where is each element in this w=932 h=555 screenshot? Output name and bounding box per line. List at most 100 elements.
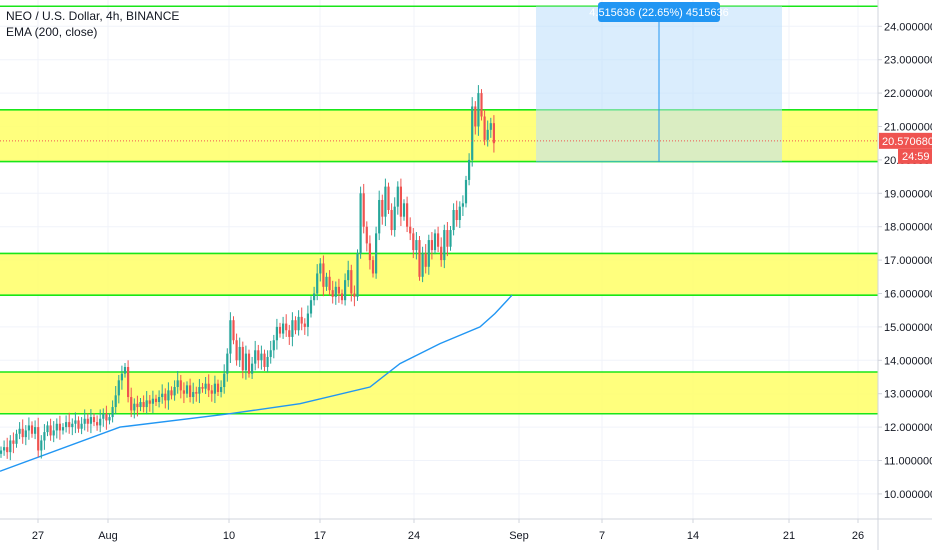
candle — [437, 226, 440, 253]
y-tick-label: 22.000000 — [884, 88, 932, 100]
candle — [96, 415, 99, 431]
candle — [49, 418, 52, 441]
candle — [86, 413, 89, 432]
candle — [130, 387, 133, 418]
candle-body — [412, 233, 415, 251]
candle-body — [440, 246, 443, 261]
candle-body — [46, 425, 49, 433]
candle-body — [238, 346, 241, 361]
candle-body — [468, 159, 471, 180]
candle — [313, 286, 316, 306]
candle-body — [464, 179, 468, 204]
candle — [9, 435, 12, 461]
candle — [161, 384, 164, 404]
x-tick-label: 14 — [687, 530, 699, 542]
candle — [381, 194, 384, 225]
candle-body — [418, 240, 421, 277]
candle-body — [406, 203, 409, 227]
candle-body — [213, 383, 216, 394]
measure-label-background — [598, 2, 720, 22]
candle-body — [52, 430, 55, 436]
candle-body — [164, 393, 167, 401]
candle — [306, 305, 309, 337]
candle — [185, 381, 189, 398]
candle — [452, 203, 455, 236]
candle — [142, 395, 145, 413]
y-tick-label: 18.000000 — [884, 222, 932, 234]
candle-body — [220, 387, 223, 393]
candle-body — [27, 425, 30, 431]
candle-body — [167, 390, 170, 401]
candle — [384, 178, 387, 227]
candle-body — [300, 316, 303, 324]
candle-body — [384, 186, 387, 217]
candle-body — [96, 422, 99, 426]
candle-body — [266, 356, 269, 367]
x-axis-panel — [0, 519, 932, 550]
y-tick-label: 24.000000 — [884, 21, 932, 33]
x-tick-label: Sep — [509, 530, 529, 542]
candle-body — [378, 199, 381, 234]
candle — [449, 226, 452, 251]
candle — [471, 97, 474, 167]
candle-body — [80, 423, 83, 429]
candle — [229, 312, 232, 363]
candle-body — [0, 450, 3, 454]
candle — [430, 232, 433, 260]
candle-body — [251, 363, 254, 374]
candle — [424, 244, 427, 274]
candle-body — [158, 397, 161, 403]
candle — [319, 258, 322, 282]
candle-body — [371, 260, 375, 274]
candle-body — [173, 387, 176, 396]
candle — [43, 424, 46, 450]
candle-body — [319, 263, 322, 274]
candle — [164, 388, 167, 409]
candle-body — [430, 240, 433, 251]
candles — [0, 85, 495, 461]
candle — [145, 391, 148, 414]
candle-body — [204, 383, 207, 389]
candle — [151, 390, 154, 414]
candle-body — [185, 385, 189, 394]
candle — [375, 226, 378, 279]
candle — [102, 408, 105, 427]
candle — [325, 272, 328, 291]
candle — [399, 178, 402, 227]
candle — [238, 337, 241, 367]
candle-body — [390, 210, 393, 231]
horizontal-zones — [0, 5, 878, 415]
candle-body — [362, 193, 365, 227]
x-tick-label: 26 — [852, 530, 864, 542]
candle — [232, 316, 235, 345]
candle-body — [229, 320, 232, 354]
candle — [461, 195, 464, 217]
candle — [418, 236, 421, 281]
candle — [480, 89, 483, 121]
x-tick-label: 17 — [314, 530, 326, 542]
candle — [77, 416, 80, 433]
candle — [446, 222, 449, 257]
candle-body — [9, 440, 12, 453]
candle — [303, 318, 306, 335]
candle — [365, 221, 368, 252]
x-tick-label: 24 — [408, 530, 420, 542]
indicator-label: EMA (200, close) — [6, 25, 98, 39]
candle-body — [375, 233, 378, 274]
candle — [226, 348, 229, 382]
countdown-label: 24:59 — [902, 151, 930, 163]
candle-body — [161, 393, 164, 398]
candle-body — [139, 402, 142, 408]
candle-body — [474, 106, 477, 127]
candle-body — [477, 93, 480, 127]
candle — [257, 344, 260, 369]
y-axis-panel — [878, 0, 932, 550]
candle-body — [111, 407, 114, 418]
candle — [170, 386, 173, 400]
candle-body — [461, 203, 464, 207]
candle-body — [331, 290, 334, 297]
candle — [58, 415, 61, 440]
countdown-label-background — [898, 148, 932, 164]
